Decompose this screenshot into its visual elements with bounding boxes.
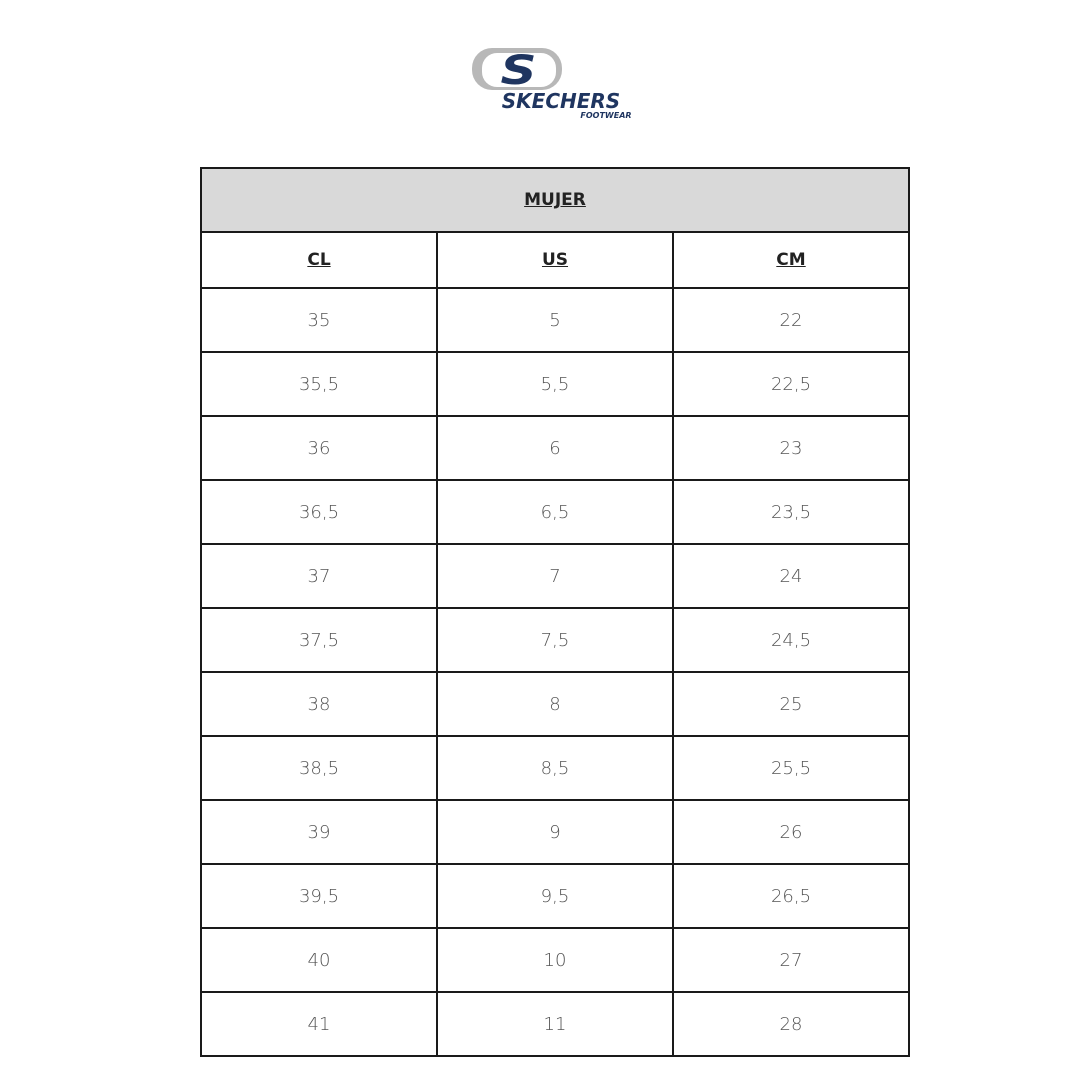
table-row: 40 10 27 xyxy=(200,927,910,993)
svg-text:S: S xyxy=(500,47,536,94)
cell-us: 6,5 xyxy=(436,479,674,545)
cell-us: 10 xyxy=(436,927,674,993)
table-row: 36,5 6,5 23,5 xyxy=(200,479,910,545)
cell-cl: 37 xyxy=(200,543,438,609)
cell-cl: 39,5 xyxy=(200,863,438,929)
cell-cm: 26 xyxy=(672,799,910,865)
cell-cm: 28 xyxy=(672,991,910,1057)
cell-us: 8 xyxy=(436,671,674,737)
cell-cl: 38 xyxy=(200,671,438,737)
svg-text:SKECHERS: SKECHERS xyxy=(502,89,620,113)
cell-us: 5 xyxy=(436,287,674,353)
cell-cm: 25 xyxy=(672,671,910,737)
column-header-us: US xyxy=(436,231,674,289)
cell-us: 11 xyxy=(436,991,674,1057)
cell-cl: 40 xyxy=(200,927,438,993)
cell-cm: 22,5 xyxy=(672,351,910,417)
cell-cm: 23,5 xyxy=(672,479,910,545)
table-row: 38,5 8,5 25,5 xyxy=(200,735,910,801)
table-row: 35,5 5,5 22,5 xyxy=(200,351,910,417)
cell-cm: 22 xyxy=(672,287,910,353)
cell-us: 7,5 xyxy=(436,607,674,673)
cell-cl: 36 xyxy=(200,415,438,481)
cell-cl: 39 xyxy=(200,799,438,865)
column-header-cm: CM xyxy=(672,231,910,289)
cell-cm: 24 xyxy=(672,543,910,609)
table-row: 41 11 28 xyxy=(200,991,910,1057)
cell-us: 5,5 xyxy=(436,351,674,417)
table-row: 35 5 22 xyxy=(200,287,910,353)
table-row: 38 8 25 xyxy=(200,671,910,737)
cell-us: 8,5 xyxy=(436,735,674,801)
cell-us: 9,5 xyxy=(436,863,674,929)
cell-cm: 24,5 xyxy=(672,607,910,673)
column-header-cl: CL xyxy=(200,231,438,289)
cell-cl: 37,5 xyxy=(200,607,438,673)
table-row: 39,5 9,5 26,5 xyxy=(200,863,910,929)
cell-cm: 23 xyxy=(672,415,910,481)
cell-us: 7 xyxy=(436,543,674,609)
table-row: 39 9 26 xyxy=(200,799,910,865)
skechers-logo: S SKECHERS FOOTWEAR xyxy=(466,44,646,124)
svg-text:FOOTWEAR: FOOTWEAR xyxy=(580,111,631,120)
cell-cl: 35 xyxy=(200,287,438,353)
cell-cm: 26,5 xyxy=(672,863,910,929)
cell-cm: 27 xyxy=(672,927,910,993)
table-row: 37 7 24 xyxy=(200,543,910,609)
size-chart-table: MUJER CL US CM 35 5 22 35,5 5,5 22,5 36 6 23 36,5 6,… xyxy=(200,167,910,1057)
cell-us: 6 xyxy=(436,415,674,481)
cell-us: 9 xyxy=(436,799,674,865)
cell-cl: 41 xyxy=(200,991,438,1057)
table-title: MUJER xyxy=(200,167,910,233)
cell-cl: 38,5 xyxy=(200,735,438,801)
cell-cl: 36,5 xyxy=(200,479,438,545)
table-row: 37,5 7,5 24,5 xyxy=(200,607,910,673)
table-row: 36 6 23 xyxy=(200,415,910,481)
cell-cl: 35,5 xyxy=(200,351,438,417)
cell-cm: 25,5 xyxy=(672,735,910,801)
